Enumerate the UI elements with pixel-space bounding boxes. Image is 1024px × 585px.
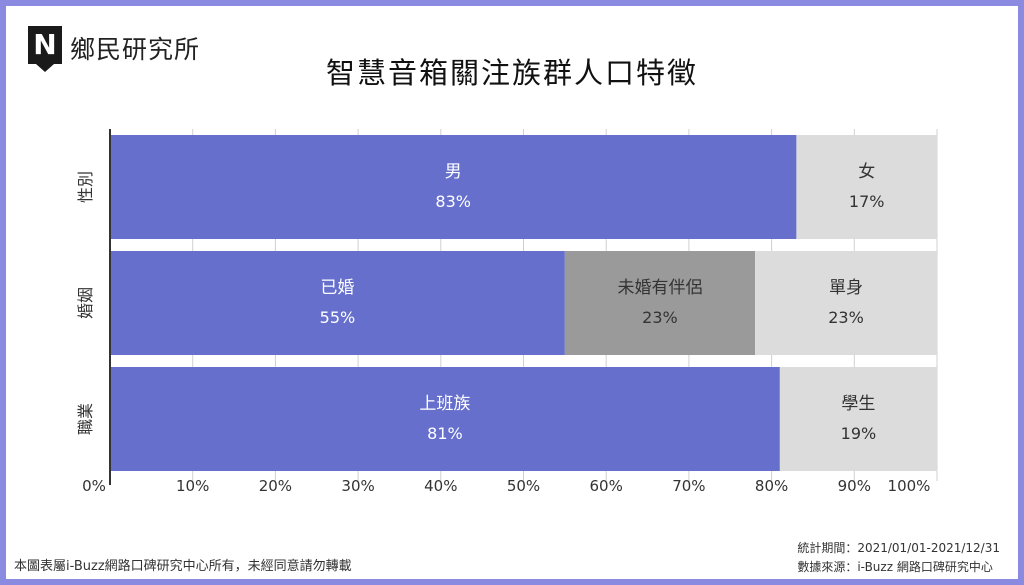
x-tick-label: 10% xyxy=(176,477,209,495)
category-label: 職業 xyxy=(76,403,95,435)
x-tick-label: 70% xyxy=(672,477,705,495)
logo-n-icon: N xyxy=(28,26,62,64)
segment-value-label: 23% xyxy=(828,308,864,327)
x-tick-label: 60% xyxy=(590,477,623,495)
segment-value-label: 17% xyxy=(849,192,885,211)
source-note: 數據來源：i-Buzz 網路口碑研究中心 xyxy=(797,560,993,574)
brand-name: 鄉民研究所 xyxy=(70,35,201,64)
segment-label: 未婚有伴侶 xyxy=(617,278,702,298)
x-tick-label: 50% xyxy=(507,477,540,495)
segment-value-label: 83% xyxy=(435,192,471,211)
x-tick-label: 40% xyxy=(424,477,457,495)
segment-value-label: 19% xyxy=(841,424,877,443)
category-label: 性別 xyxy=(76,171,95,203)
bar-segment xyxy=(796,135,937,239)
segment-label: 已婚 xyxy=(320,278,354,298)
segment-label: 學生 xyxy=(841,394,875,414)
bar-segment xyxy=(110,135,797,239)
period-note: 統計期間：2021/01/01-2021/12/31 xyxy=(797,541,1000,555)
chart-title: 智慧音箱關注族群人口特徵 xyxy=(325,56,698,90)
segment-label: 女 xyxy=(858,162,875,182)
segment-value-label: 81% xyxy=(427,424,463,443)
category-label: 婚姻 xyxy=(76,287,95,319)
x-tick-label: 30% xyxy=(341,477,374,495)
copyright-note: 本圖表屬i-Buzz網路口碑研究中心所有，未經同意請勿轉載 xyxy=(14,559,352,574)
segment-label: 男 xyxy=(445,162,462,182)
bar-segment xyxy=(779,367,937,471)
segment-value-label: 23% xyxy=(642,308,678,327)
chart-frame: N 鄉民研究所 智慧音箱關注族群人口特徵 男 83% 女 17% 性別已婚 55% 未婚有伴… xyxy=(6,6,1018,579)
x-tick-label: 80% xyxy=(755,477,788,495)
logo-tail-icon xyxy=(36,64,54,72)
footer-meta: 統計期間：2021/01/01-2021/12/31 數據來源：i-Buzz 網… xyxy=(797,539,1000,577)
x-tick-label: 100% xyxy=(888,477,931,495)
bar-segment xyxy=(110,251,565,355)
x-tick-label: 90% xyxy=(838,477,871,495)
bar-segment xyxy=(755,251,937,355)
segment-value-label: 55% xyxy=(320,308,356,327)
x-tick-label: 0% xyxy=(82,477,106,495)
bar-segment xyxy=(110,367,780,471)
x-tick-label: 20% xyxy=(259,477,292,495)
segment-label: 上班族 xyxy=(419,394,470,414)
segment-label: 單身 xyxy=(829,278,863,298)
bar-segment xyxy=(564,251,756,355)
